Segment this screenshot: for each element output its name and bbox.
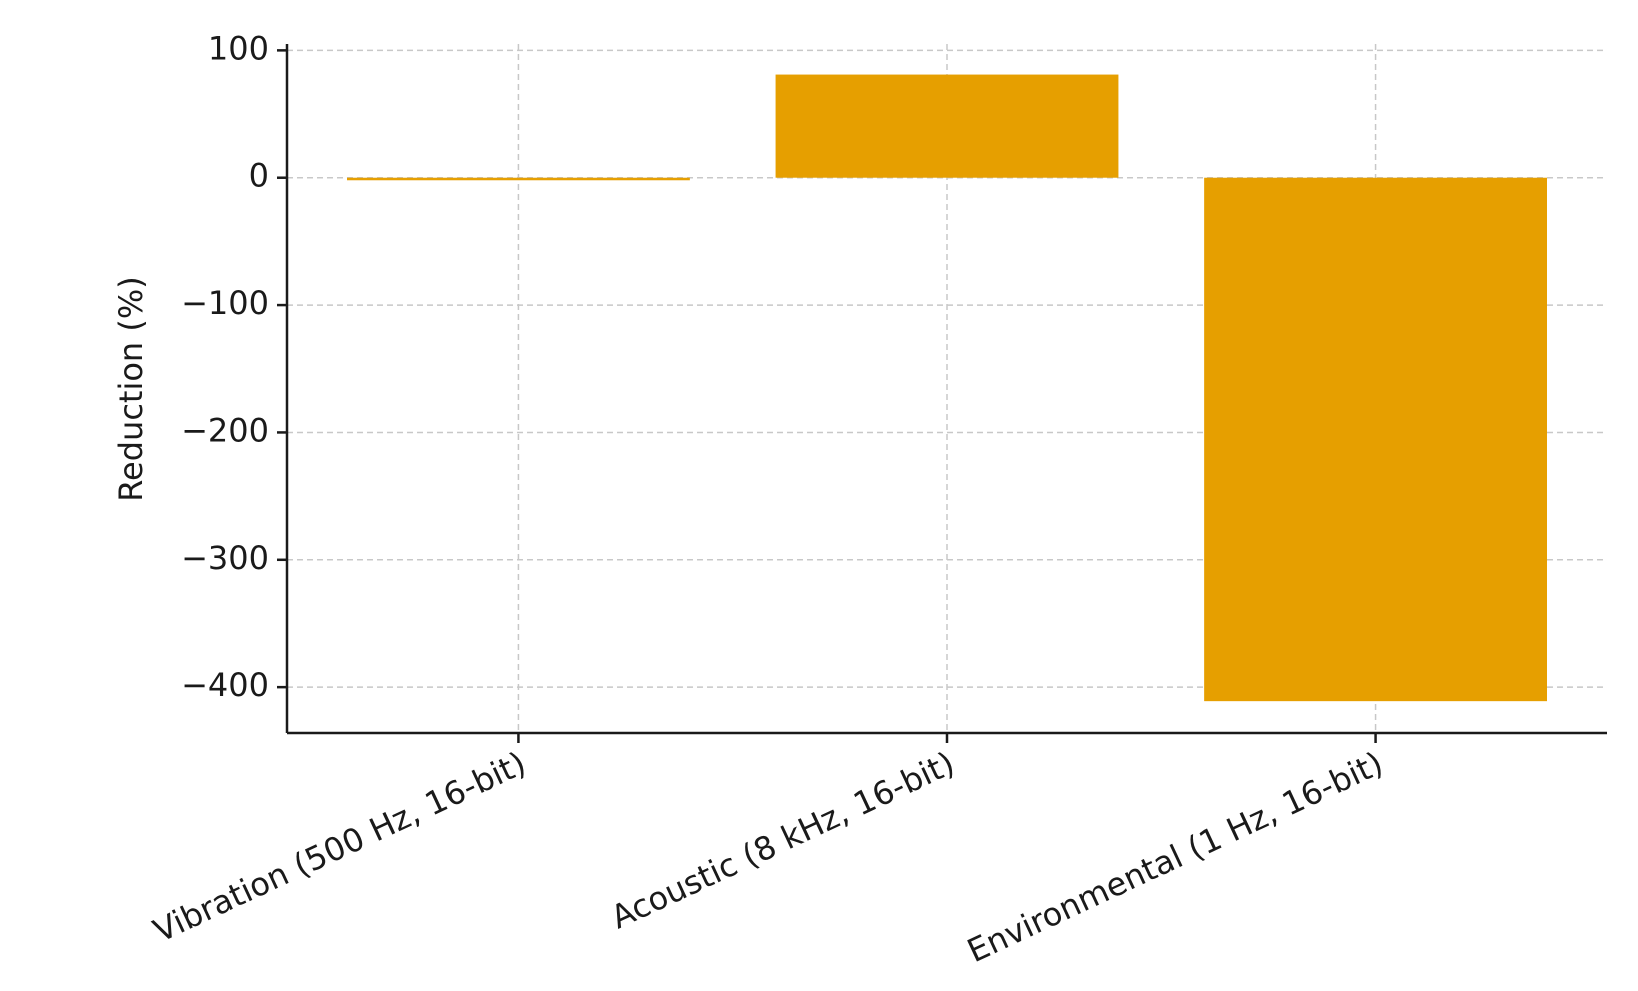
x-tick-label: Vibration (500 Hz, 16-bit) [148, 744, 532, 950]
x-tick-label: Environmental (1 Hz, 16-bit) [961, 744, 1388, 970]
x-tick-label: Acoustic (8 kHz, 16-bit) [605, 744, 960, 936]
y-tick-label: −400 [181, 666, 269, 704]
bar [775, 74, 1119, 178]
y-tick-label: −300 [181, 539, 269, 577]
y-tick-label: −100 [181, 284, 269, 322]
y-axis-label: Reduction (%) [112, 276, 150, 502]
bar [347, 177, 690, 181]
y-tick-label: 100 [208, 29, 269, 67]
y-tick-label: 0 [249, 157, 269, 195]
y-tick-label: −200 [181, 411, 269, 449]
bar [1204, 177, 1547, 702]
